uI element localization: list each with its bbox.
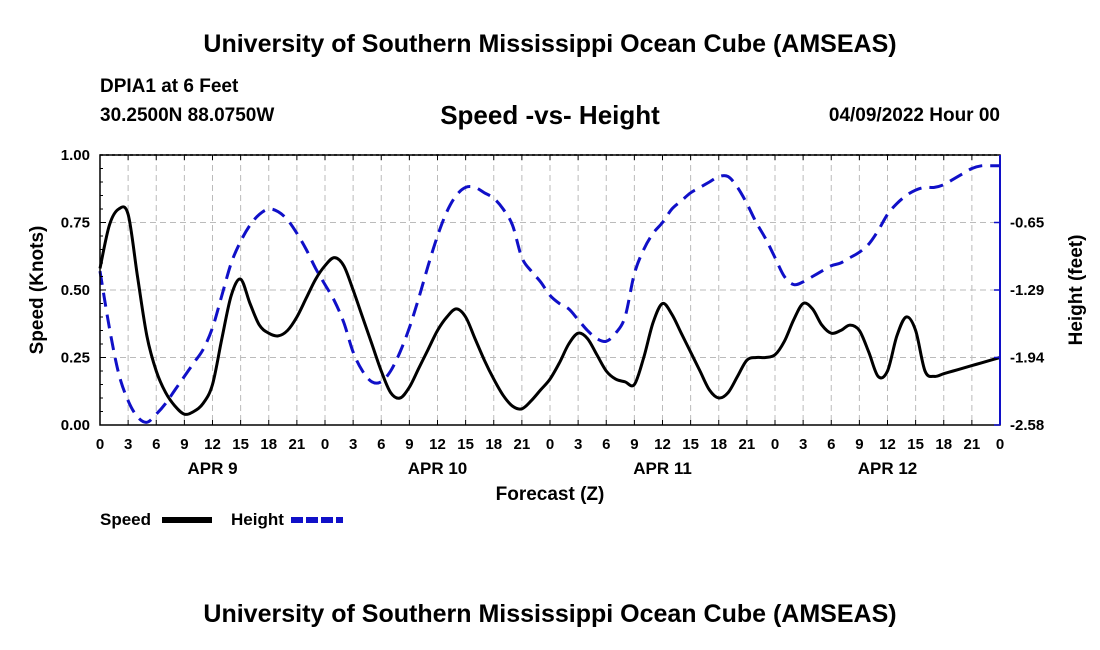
- x-tick-label: 6: [602, 436, 610, 453]
- y-tick-label: 1.00: [61, 147, 90, 164]
- day-label: APR 10: [408, 459, 468, 478]
- x-tick-label: 21: [964, 436, 981, 453]
- footer-title: University of Southern Mississippi Ocean…: [203, 600, 897, 628]
- legend-height-label: Height: [231, 510, 284, 529]
- x-axis-label: Forecast (Z): [496, 484, 605, 505]
- x-tick-label: 21: [289, 436, 306, 453]
- x-tick-label: 6: [827, 436, 835, 453]
- y2-tick-label: -0.65: [1010, 215, 1044, 232]
- x-tick-label: 15: [682, 436, 699, 453]
- y-axis-label: Speed (Knots): [27, 226, 48, 355]
- x-tick-label: 15: [232, 436, 249, 453]
- x-tick-label: 21: [739, 436, 756, 453]
- x-tick-label: 3: [799, 436, 807, 453]
- grid: [100, 155, 1000, 425]
- y2-tick-label: -1.29: [1010, 282, 1044, 299]
- x-tick-label: 3: [124, 436, 132, 453]
- y-tick-label: 0.50: [61, 282, 90, 299]
- x-tick-label: 12: [204, 436, 221, 453]
- y-tick-label: 0.25: [61, 350, 90, 367]
- x-tick-label: 18: [260, 436, 277, 453]
- speed-series-line: [98, 205, 1001, 416]
- day-label: APR 12: [858, 459, 918, 478]
- x-tick-label: 9: [630, 436, 638, 453]
- x-tick-label: 0: [321, 436, 329, 453]
- x-tick-label: 0: [771, 436, 779, 453]
- forecast-datetime: 04/09/2022 Hour 00: [828, 105, 1000, 126]
- x-tick-label: 12: [654, 436, 671, 453]
- y-tick-label: 0.75: [61, 215, 90, 232]
- x-tick-label: 12: [429, 436, 446, 453]
- y-tick-label: 0.00: [61, 417, 90, 434]
- x-tick-label: 0: [96, 436, 104, 453]
- axes: 0 3 6 9 12 15 18 21 0 3 6 9 12 15 18 21 0 3 6 9 12 15 18 21 0 3 6 9…: [61, 147, 1045, 478]
- x-tick-label: 9: [180, 436, 188, 453]
- height-series-line: [98, 164, 1000, 424]
- y2-axis-label: Height (feet): [1066, 235, 1087, 346]
- x-tick-label: 0: [546, 436, 554, 453]
- x-tick-label: 21: [514, 436, 531, 453]
- legend: Speed Height: [100, 510, 343, 529]
- x-tick-label: 3: [574, 436, 582, 453]
- day-label: APR 9: [187, 459, 237, 478]
- x-tick-label: 18: [710, 436, 727, 453]
- station-label: DPIA1 at 6 Feet: [100, 76, 239, 97]
- chart-title: University of Southern Mississippi Ocean…: [203, 30, 897, 58]
- coordinates-label: 30.2500N 88.0750W: [100, 105, 275, 126]
- series-layer: [98, 164, 1001, 424]
- y2-tick-label: -2.58: [1010, 417, 1044, 434]
- x-tick-label: 9: [405, 436, 413, 453]
- x-tick-label: 9: [855, 436, 863, 453]
- legend-speed-label: Speed: [100, 510, 151, 529]
- x-tick-label: 18: [935, 436, 952, 453]
- x-tick-label: 18: [485, 436, 502, 453]
- x-tick-label: 15: [907, 436, 924, 453]
- chart-subtitle: Speed -vs- Height: [440, 100, 660, 130]
- x-tick-label: 12: [879, 436, 896, 453]
- x-tick-label: 0: [996, 436, 1004, 453]
- x-tick-label: 3: [349, 436, 357, 453]
- x-tick-label: 6: [377, 436, 385, 453]
- y2-tick-label: -1.94: [1010, 350, 1045, 367]
- x-tick-label: 15: [457, 436, 474, 453]
- day-label: APR 11: [633, 459, 692, 478]
- x-tick-label: 6: [152, 436, 160, 453]
